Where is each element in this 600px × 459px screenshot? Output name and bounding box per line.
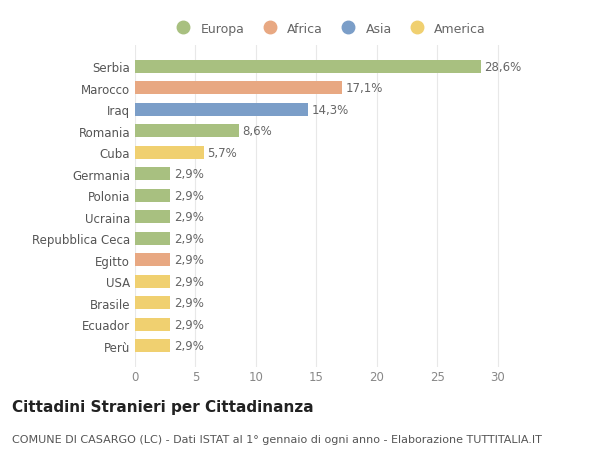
Text: 5,7%: 5,7% [208, 146, 238, 159]
Bar [135, 61, 481, 74]
Text: 2,9%: 2,9% [174, 211, 203, 224]
Text: 2,9%: 2,9% [174, 318, 203, 331]
Bar [135, 168, 170, 181]
Text: COMUNE DI CASARGO (LC) - Dati ISTAT al 1° gennaio di ogni anno - Elaborazione TU: COMUNE DI CASARGO (LC) - Dati ISTAT al 1… [12, 434, 542, 444]
Text: 2,9%: 2,9% [174, 297, 203, 309]
Text: Cittadini Stranieri per Cittadinanza: Cittadini Stranieri per Cittadinanza [12, 399, 314, 414]
Text: 2,9%: 2,9% [174, 340, 203, 353]
Text: 8,6%: 8,6% [242, 125, 272, 138]
Text: 28,6%: 28,6% [485, 61, 522, 73]
Legend: Europa, Africa, Asia, America: Europa, Africa, Asia, America [169, 20, 488, 38]
Text: 2,9%: 2,9% [174, 190, 203, 202]
Text: 17,1%: 17,1% [346, 82, 383, 95]
Text: 2,9%: 2,9% [174, 232, 203, 245]
Bar [135, 189, 170, 202]
Text: 2,9%: 2,9% [174, 275, 203, 288]
Bar [135, 232, 170, 246]
Bar [135, 103, 308, 117]
Text: 14,3%: 14,3% [311, 104, 349, 117]
Bar [135, 318, 170, 331]
Bar [135, 125, 239, 138]
Bar [135, 146, 204, 160]
Bar [135, 297, 170, 310]
Bar [135, 82, 342, 95]
Bar [135, 211, 170, 224]
Text: 2,9%: 2,9% [174, 168, 203, 181]
Bar [135, 339, 170, 353]
Bar [135, 275, 170, 288]
Bar [135, 253, 170, 267]
Text: 2,9%: 2,9% [174, 254, 203, 267]
